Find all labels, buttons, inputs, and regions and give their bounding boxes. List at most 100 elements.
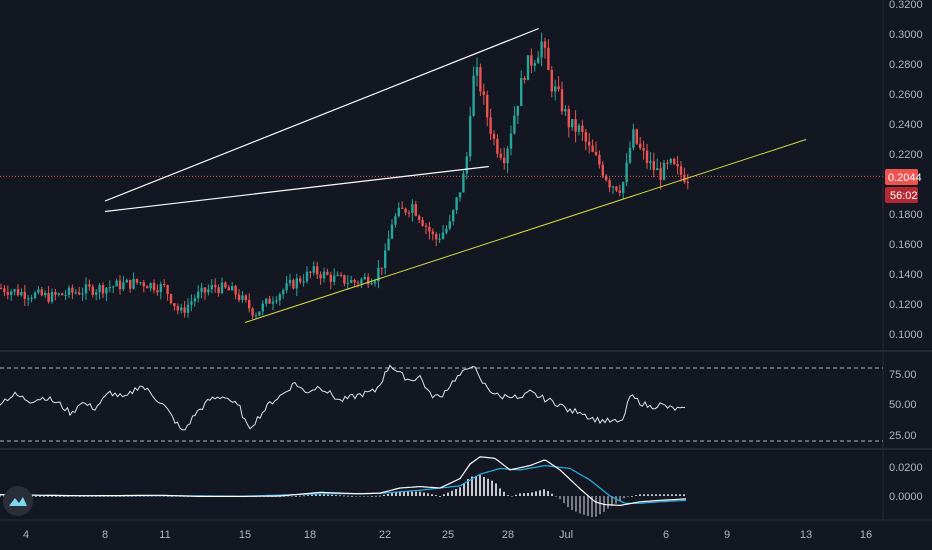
time-tick: 13 [800,529,812,541]
candle-body [156,290,159,293]
candle-body [533,63,536,66]
candle-body [159,284,162,293]
macd-histogram-bar [103,495,105,497]
candle-body [574,119,577,132]
candle-body [414,204,417,216]
candle-body [115,280,118,287]
price-tick: 0.2200 [889,149,923,161]
wedge-upper-line[interactable] [104,27,539,202]
candle-body [54,292,57,295]
macd-histogram-bar [127,495,129,497]
macd-histogram-bar [363,496,365,497]
macd-histogram-bar [343,495,345,497]
candle-body [679,166,683,175]
wedge-lower-line[interactable] [104,165,490,213]
macd-histogram-bar [39,496,41,497]
candle-body [516,105,519,116]
candle-body [47,293,50,302]
macd-histogram-bar [423,492,425,496]
candle-body [492,133,496,139]
macd-histogram-bar [667,494,669,496]
rsi-pane[interactable] [0,364,883,442]
ascending-trendline[interactable] [244,139,807,323]
candle-body [237,294,241,300]
macd-histogram-bar [327,494,329,496]
candle-body [20,291,23,296]
time-tick: 16 [860,529,872,541]
candle-body [649,161,652,163]
tradingview-logo-icon[interactable] [3,486,33,516]
macd-histogram-bar [283,496,285,497]
price-pane[interactable] [0,27,883,323]
candle-body [227,287,230,291]
candle-body [469,115,472,157]
macd-histogram-bar [387,493,389,496]
macd-pane[interactable] [0,456,687,518]
candle-body [520,78,523,106]
macd-histogram-bar [583,496,585,515]
candle-body [676,163,679,167]
macd-histogram-bar [479,475,481,496]
macd-histogram-bar [95,495,97,497]
candle-body [125,279,128,283]
candle-body [605,175,608,181]
candle-body [503,157,506,164]
candle-body [61,293,64,296]
macd-histogram-bar [507,495,509,496]
rsi-axis[interactable]: 75.00 50.00 25.00 [889,369,917,442]
time-tick: Jul [559,529,573,541]
macd-histogram-bar [487,478,489,496]
macd-histogram-bar [59,496,61,497]
candle-body [618,190,621,193]
candle-body [438,238,441,240]
candle-body [591,145,594,152]
candle-body [322,271,326,279]
macd-histogram-bar [611,496,613,506]
candle-body [380,267,383,269]
macd-histogram-bar [675,494,677,496]
candle-body [547,47,550,71]
macd-histogram-bar [547,491,549,496]
time-axis[interactable]: 4 8 11 15 18 22 25 28 Jul 6 9 13 16 [23,529,872,541]
candle-body [40,289,43,296]
candle-body [598,154,601,165]
macd-histogram-bar [395,492,397,496]
candle-body [645,150,649,163]
candle-body [210,285,213,290]
macd-axis[interactable]: 0.0200 0.0000 [889,462,923,503]
candle-body [666,162,669,164]
time-tick: 6 [663,529,669,541]
candle-body [23,291,26,299]
candle-body [278,294,281,301]
candle-body [180,307,183,311]
candle-body [132,278,135,289]
candle-body [523,78,526,80]
price-tick: 0.3200 [889,0,923,11]
macd-histogram-bar [523,493,525,496]
candle-body [360,279,363,284]
candle-body [537,57,540,64]
candle-body [319,274,322,279]
candle-body [268,298,271,304]
candle-body [373,281,377,284]
candle-body [530,55,533,66]
candle-body [299,278,302,282]
candle-body [397,207,400,217]
candle-body [581,125,584,133]
macd-tick: 0.0200 [889,462,923,474]
candle-body [88,284,91,287]
price-tick: 0.2400 [889,119,923,131]
macd-histogram-bar [371,495,373,497]
candle-body [312,266,315,273]
macd-histogram-bar [587,496,589,517]
candle-body [190,301,193,305]
price-axis[interactable]: 0.3200 0.3000 0.2800 0.2600 0.2400 0.220… [885,0,923,341]
candle-body [186,304,190,313]
candle-body [407,212,411,214]
candle-body [101,285,105,294]
macd-histogram-bar [639,494,641,496]
candle-body [302,281,305,283]
macd-histogram-bar [111,495,113,497]
time-tick: 4 [23,529,29,541]
